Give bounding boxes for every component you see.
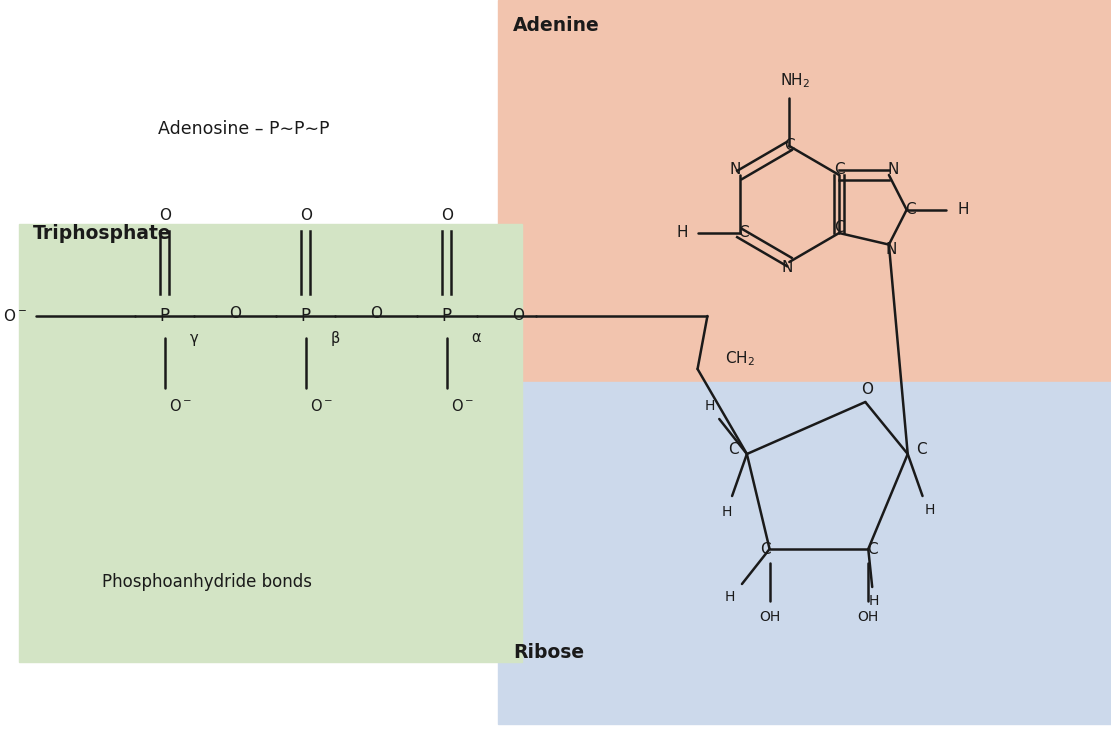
Text: NH$_2$: NH$_2$ xyxy=(780,72,810,90)
Text: C: C xyxy=(917,443,927,457)
Text: O: O xyxy=(512,308,524,324)
Bar xyxy=(19,224,522,662)
Text: O$^-$: O$^-$ xyxy=(169,398,192,414)
Text: O: O xyxy=(300,208,312,223)
Text: C: C xyxy=(833,220,844,236)
Text: P: P xyxy=(301,307,311,325)
Text: H: H xyxy=(722,505,732,519)
Text: H: H xyxy=(677,225,688,241)
Text: O$^-$: O$^-$ xyxy=(2,308,27,324)
Text: N: N xyxy=(730,162,741,178)
Bar xyxy=(498,0,1111,382)
Text: N: N xyxy=(888,161,899,176)
Text: N: N xyxy=(782,261,793,275)
Text: β: β xyxy=(330,330,340,346)
Text: O: O xyxy=(861,382,873,398)
Text: Adenine: Adenine xyxy=(513,16,600,35)
Text: Triphosphate: Triphosphate xyxy=(32,224,171,243)
Text: Phosphoanhydride bonds: Phosphoanhydride bonds xyxy=(102,573,312,591)
Text: C: C xyxy=(784,139,794,153)
Text: P: P xyxy=(160,307,170,325)
Text: C: C xyxy=(728,443,739,457)
Text: O: O xyxy=(229,307,241,321)
Text: O$^-$: O$^-$ xyxy=(451,398,474,414)
Text: O: O xyxy=(159,208,171,223)
Text: O: O xyxy=(370,307,382,321)
Text: H: H xyxy=(704,399,714,413)
Text: H: H xyxy=(724,590,735,604)
Text: Adenosine – P∼P∼P: Adenosine – P∼P∼P xyxy=(158,120,329,138)
Text: α: α xyxy=(471,330,481,346)
Text: C: C xyxy=(867,542,878,556)
Text: CH$_2$: CH$_2$ xyxy=(725,349,755,368)
Text: OH: OH xyxy=(759,610,780,624)
Text: C: C xyxy=(833,162,844,178)
Text: H: H xyxy=(924,503,934,517)
Text: γ: γ xyxy=(189,330,198,346)
Bar xyxy=(498,382,1111,724)
Text: P: P xyxy=(442,307,452,325)
Text: C: C xyxy=(760,542,771,556)
Text: H: H xyxy=(958,203,969,217)
Text: O: O xyxy=(441,208,453,223)
Text: C: C xyxy=(738,225,749,241)
Text: H: H xyxy=(869,594,880,608)
Text: Ribose: Ribose xyxy=(513,643,584,662)
Text: O$^-$: O$^-$ xyxy=(310,398,333,414)
Text: OH: OH xyxy=(858,610,879,624)
Text: N: N xyxy=(885,242,897,257)
Text: C: C xyxy=(905,203,915,217)
